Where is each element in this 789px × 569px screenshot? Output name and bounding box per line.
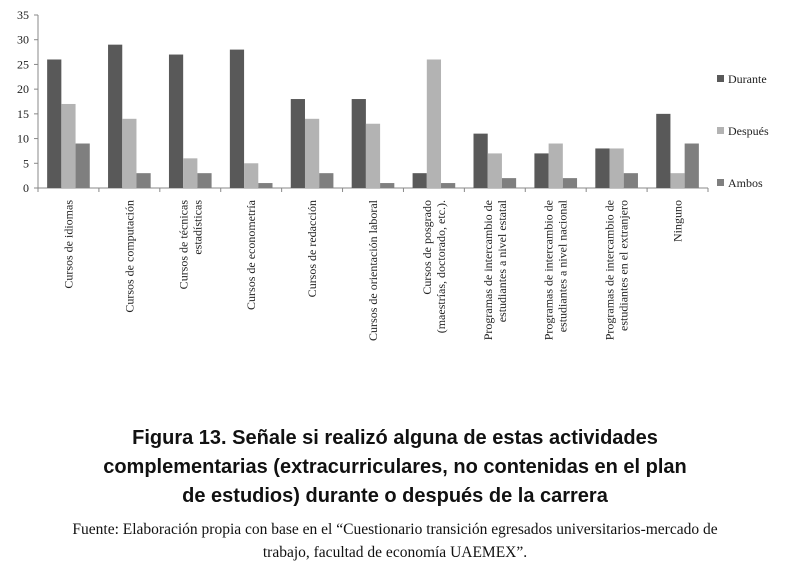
x-tick-label: Programas de intercambio deestudiantes a… [481, 199, 509, 340]
x-tick-label: Cursos de redacción [305, 200, 319, 297]
bar [501, 178, 517, 188]
bar [244, 163, 259, 188]
label-line: (maestrías, doctorado, etc.). [434, 200, 448, 333]
bar [75, 143, 90, 188]
bar [562, 178, 578, 188]
label-line: Cursos de redacción [305, 200, 319, 297]
label-line: estudiantes a nivel nacional [556, 199, 570, 332]
bar [258, 183, 273, 188]
x-tick-label: Cursos de idiomas [61, 200, 75, 289]
bar [351, 99, 366, 188]
y-tick-label: 25 [17, 57, 29, 71]
bar [670, 173, 685, 188]
legend-swatch [717, 127, 724, 134]
bar [319, 173, 334, 188]
bar [168, 54, 184, 188]
label-line: estudiantes en el extranjero [617, 200, 631, 331]
legend-label: Durante [728, 72, 767, 86]
x-tick-label: Cursos de econometría [244, 199, 258, 310]
legend-label: Después [728, 124, 769, 138]
bar [548, 143, 563, 188]
label-line: Cursos de econometría [244, 199, 258, 310]
bar [108, 44, 123, 189]
bar [183, 158, 198, 188]
x-tick-label: Ninguno [671, 200, 685, 242]
bar [473, 133, 488, 188]
x-tick-label: Cursos de técnicasestadísticas [176, 200, 204, 290]
bar [595, 148, 610, 188]
label-line: Cursos de posgrado [420, 200, 434, 295]
x-tick-label: Cursos de posgrado(maestrías, doctorado,… [420, 200, 448, 333]
bar [684, 143, 699, 188]
bar [122, 118, 137, 188]
label-line: estudiantes a nivel estatal [495, 199, 509, 322]
x-tick-label: Programas de intercambio deestudiantes a… [542, 199, 570, 340]
bar [136, 173, 151, 188]
bar [426, 59, 442, 188]
legend-swatch [717, 179, 724, 186]
label-line: estadísticas [190, 200, 204, 255]
y-tick-label: 15 [17, 107, 29, 121]
bar [229, 49, 245, 188]
legend-swatch [717, 75, 724, 82]
label-line: Cursos de computación [122, 200, 136, 313]
label-line: Cursos de orientación laboral [366, 199, 380, 341]
label-line: Ninguno [671, 200, 685, 242]
bar [534, 153, 549, 188]
bar [609, 148, 624, 188]
bar [304, 118, 320, 188]
label-line: Programas de intercambio de [481, 200, 495, 340]
label-line: Programas de intercambio de [603, 200, 617, 340]
figure-title: Figura 13. Señale si realizó alguna de e… [103, 427, 687, 507]
y-tick-label: 20 [17, 82, 29, 96]
bar [380, 183, 395, 188]
bar [441, 183, 456, 188]
bar [412, 173, 427, 188]
bar [365, 123, 381, 188]
x-tick-label: Programas de intercambio deestudiantes e… [603, 200, 631, 340]
bar [487, 153, 502, 188]
y-tick-label: 0 [23, 181, 29, 195]
chart: 0 5 10 15 20 25 30 35 Cursos de idiomas Cursos de… [17, 8, 769, 341]
y-tick-label: 5 [23, 156, 29, 170]
bar [197, 173, 212, 188]
bar [290, 99, 305, 188]
bar [656, 113, 671, 188]
bar [623, 173, 638, 188]
figure-source: Fuente: Elaboración propia con base en e… [72, 521, 718, 561]
label-line: Cursos de técnicas [176, 200, 190, 290]
y-tick-label: 10 [17, 132, 29, 146]
legend-label: Ambos [728, 176, 763, 190]
bar [47, 59, 62, 188]
x-tick-label: Cursos de computación [122, 200, 136, 313]
y-tick-label: 30 [17, 33, 29, 47]
bar [61, 103, 76, 188]
y-tick-label: 35 [17, 8, 29, 22]
label-line: Programas de intercambio de [542, 200, 556, 340]
label-line: Cursos de idiomas [61, 200, 75, 289]
x-tick-label: Cursos de orientación laboral [366, 199, 380, 341]
